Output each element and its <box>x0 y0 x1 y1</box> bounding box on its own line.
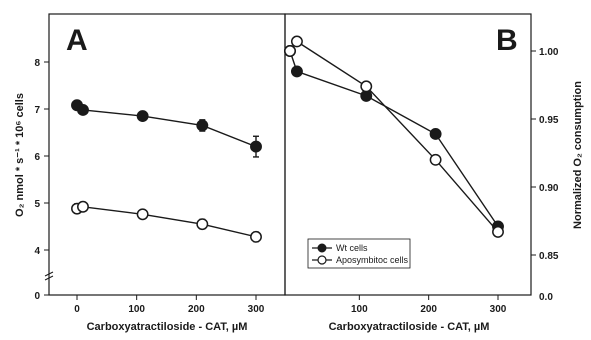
panel-b-x-tick-label: 100 <box>351 304 368 315</box>
legend: Wt cells Aposymbitoc cells <box>307 238 411 269</box>
panel-b-plot <box>284 35 504 238</box>
panel-a-series-2-point <box>250 230 262 243</box>
panel-a-y-tick-label: 0 <box>34 291 40 302</box>
panel-b-series-2-point <box>360 80 373 93</box>
panel-b-ticks: 100 200 300 0.85 0.90 0.95 1.00 <box>351 47 559 315</box>
panel-a-plot <box>71 99 262 243</box>
panel-a-ticks: 0 100 200 300 0 4 5 6 7 8 <box>34 58 264 315</box>
panel-a-x-tick-label: 100 <box>128 304 145 315</box>
panel-b-y-axis-label: Normalized O₂ consumption <box>572 81 584 229</box>
panel-a-series-1-point <box>77 103 89 116</box>
panel-b-series-2-point <box>429 153 442 166</box>
panel-b-series-2-point <box>284 45 296 57</box>
panel-b-series-2-point <box>492 225 504 238</box>
panel-a-x-axis-label: Carboxyatractiloside - CAT, µM <box>87 321 248 333</box>
legend-marker-wt <box>317 243 327 253</box>
panel-a-y-tick-label: 8 <box>34 58 40 69</box>
panel-a-series-2-point <box>136 208 149 221</box>
panel-b-letter: B <box>496 24 518 57</box>
panel-b-x-axis-label: Carboxyatractiloside - CAT, µM <box>329 321 490 333</box>
legend-marker-apo <box>317 255 327 265</box>
panel-b-series-1-point <box>429 128 442 140</box>
panel-a-axis-break-mark <box>44 271 54 277</box>
legend-label-wt: Wt cells <box>336 243 368 253</box>
panel-a-y-tick-label: 6 <box>34 152 40 163</box>
panel-a-x-tick-label: 300 <box>248 304 265 315</box>
legend-label-apo: Aposymbitoc cells <box>336 255 409 265</box>
panel-a-y-tick-label: 4 <box>34 246 40 257</box>
panel-b-y-tick-label: 0.90 <box>539 183 559 194</box>
panel-a-series-1-point <box>136 110 149 123</box>
panel-a-letter: A <box>66 24 88 57</box>
panel-a-y-axis-label: O₂ nmol * s⁻¹ * 10⁶ cells <box>14 93 26 217</box>
panel-a-y-tick-label: 5 <box>34 199 40 210</box>
panel-b-y-tick-label: 0.85 <box>539 251 559 262</box>
panel-a-series-2-point <box>196 218 209 231</box>
panel-b-series-2-point <box>290 35 303 48</box>
panel-a-series-2-point <box>77 200 89 213</box>
panel-b-frame <box>284 13 532 296</box>
panel-b-x-tick-label: 200 <box>420 304 437 315</box>
panel-b-y-tick-label: 1.00 <box>539 47 559 58</box>
panel-b-y-tick-label: 0.95 <box>539 115 559 126</box>
panel-a-series-1-point <box>250 140 262 153</box>
panel-a-x-tick-label: 0 <box>74 304 80 315</box>
panel-b-y-bottom-label: 0.0 <box>539 292 553 303</box>
panel-a-axis-break-mark <box>44 275 54 281</box>
panel-a-x-tick-label: 200 <box>188 304 205 315</box>
panel-a-y-tick-label: 7 <box>34 105 40 116</box>
panel-a-series-1-point <box>196 119 209 132</box>
panel-b-x-tick-label: 300 <box>490 304 507 315</box>
panel-b-series-1-point <box>290 65 303 78</box>
